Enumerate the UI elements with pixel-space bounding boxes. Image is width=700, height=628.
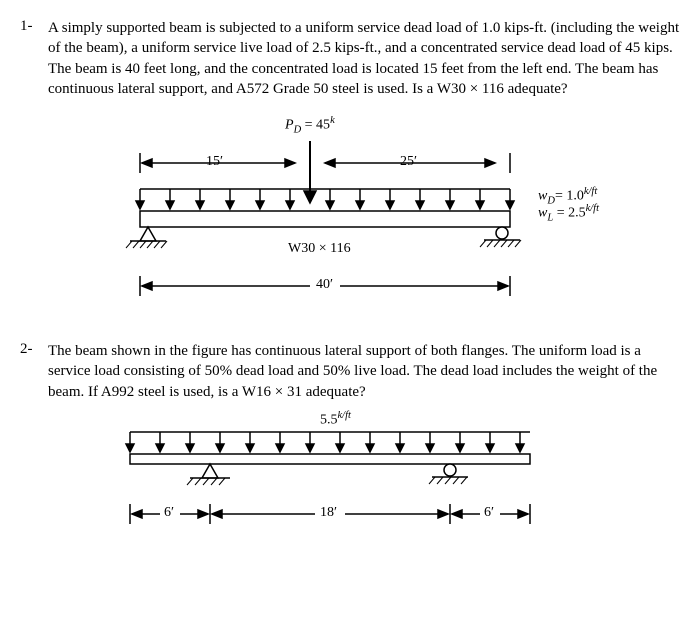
dim-25: 25′ — [400, 154, 417, 170]
span-label: 40′ — [316, 277, 333, 293]
beam-size-label: W30 × 116 — [288, 241, 351, 257]
point-load-label: PD = 45k — [285, 115, 335, 135]
problem-1-heading: 1- A simply supported beam is subjected … — [20, 18, 680, 99]
dim-15: 15′ — [206, 154, 223, 170]
figure-1: PD = 45k 15′ 25′ wD= 1.0k/ft wL = 2.5k/f… — [70, 111, 630, 321]
problem-2-text: The beam shown in the figure has continu… — [48, 341, 680, 402]
problem-1-text: A simply supported beam is subjected to … — [48, 18, 680, 99]
problem-2-heading: 2- The beam shown in the figure has cont… — [20, 341, 680, 402]
figure-2-svg — [70, 414, 630, 534]
dim-6-right: 6′ — [484, 505, 494, 521]
dim-18: 18′ — [320, 505, 337, 521]
problem-2-number: 2- — [20, 341, 48, 358]
dist-load-label: 5.5k/ft — [320, 410, 351, 429]
figure-2: 5.5k/ft 6′ 18′ 6′ — [70, 414, 630, 534]
wl-label: wL = 2.5k/ft — [538, 203, 599, 223]
problem-1-number: 1- — [20, 18, 48, 35]
problem-1: 1- A simply supported beam is subjected … — [20, 18, 680, 321]
problem-2: 2- The beam shown in the figure has cont… — [20, 341, 680, 534]
dim-6-left: 6′ — [164, 505, 174, 521]
